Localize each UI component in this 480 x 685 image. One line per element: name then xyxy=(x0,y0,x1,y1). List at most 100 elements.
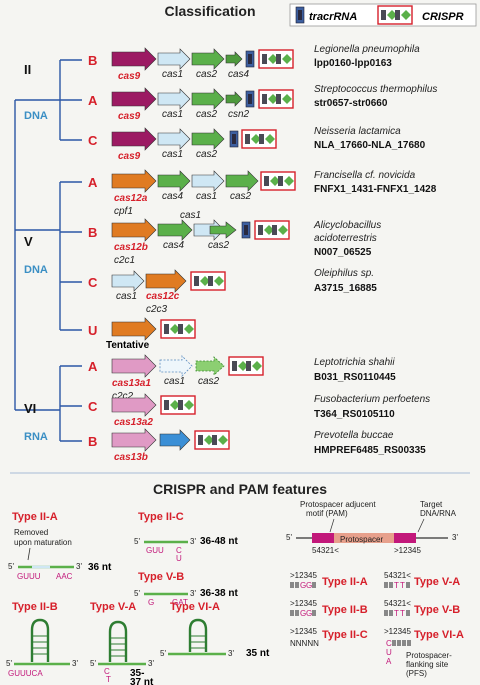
organism-name: Oleiphilus sp. xyxy=(314,268,374,279)
effector-label: cas13a1 xyxy=(112,378,151,389)
effector-label: cas9 xyxy=(118,151,141,162)
gene-label: cas2 xyxy=(196,109,218,120)
gene-label: cas1 xyxy=(116,291,137,302)
organism-name: Neisseria lactamica xyxy=(314,126,401,137)
subtype-vi-b: B xyxy=(88,434,97,449)
pam-type: Type VI-A xyxy=(414,629,464,641)
seq-u: U xyxy=(176,554,182,563)
three-prime: 3' xyxy=(190,589,196,598)
alt-name: c2c3 xyxy=(146,304,168,315)
target-label: DNA/RNA xyxy=(420,509,457,518)
class-ii-molecule: DNA xyxy=(24,110,48,122)
five-prime: 5' xyxy=(6,659,12,668)
three-prime: 3' xyxy=(452,533,458,542)
length: 36-38 nt xyxy=(200,588,238,599)
pfs-note: (PFS) xyxy=(406,669,427,678)
pam-left-nums: 54321< xyxy=(312,546,339,555)
subtype-v-b: B xyxy=(88,225,97,240)
effector-label: cas13a2 xyxy=(114,417,153,428)
five-prime: 5' xyxy=(134,537,140,546)
locus-id: B031_RS0110445 xyxy=(314,372,396,383)
gene-label: cas1 xyxy=(196,191,217,202)
tentative-note: Tentative xyxy=(106,340,150,351)
locus-ii-c: cas9 cas1 cas2 Neisseria lactamica NLA_1… xyxy=(111,126,426,162)
seq-c: C xyxy=(104,667,110,676)
locus-id: HMPREF6485_RS00335 xyxy=(314,445,426,456)
locus-vi-c: cas13a2 Fusobacterium perfoetens T364_RS… xyxy=(111,393,430,428)
locus-id: A3715_16885 xyxy=(314,283,377,294)
five-prime: 5' xyxy=(160,649,166,658)
five-prime: 5' xyxy=(286,533,292,542)
pfs-note: flanking site xyxy=(406,660,449,669)
organism-name: Leptotrichia shahii xyxy=(314,357,395,368)
subtype-ii-b: B xyxy=(88,53,97,68)
gene-label: cas2 xyxy=(196,69,218,80)
pfs-c: C xyxy=(386,639,392,648)
effector-label: cas12a xyxy=(114,193,148,204)
feature-type-vi-a: Type VI-A 5' 3' 35 nt xyxy=(160,601,270,659)
gene-label: cas4 xyxy=(163,240,185,251)
feature-note: Removed xyxy=(14,528,48,537)
pam-nums: >12345 xyxy=(290,571,317,580)
alt-name: cpf1 xyxy=(114,206,133,217)
organism-name: Alicyclobacillus xyxy=(313,220,381,231)
gene-label: cas4 xyxy=(228,69,250,80)
pam-nums: 54321< xyxy=(384,571,411,580)
locus-id: str0657-str0660 xyxy=(314,98,388,109)
length: 35 nt xyxy=(246,648,270,659)
feature-note: upon maturation xyxy=(14,538,72,547)
length: 36 nt xyxy=(88,562,112,573)
pam-boxes xyxy=(392,640,411,646)
classification-title: Classification xyxy=(164,3,255,19)
subtype-vi-a: A xyxy=(88,359,98,374)
pam-type: Type V-B xyxy=(414,604,460,616)
locus-ii-b: cas9 cas1 cas2 cas4 Legionella pneumophi… xyxy=(111,44,420,82)
pfs-u: U xyxy=(386,648,392,657)
alt-name: c2c2 xyxy=(112,391,134,402)
svg-text:G: G xyxy=(300,581,306,590)
svg-text:T: T xyxy=(394,581,399,590)
pam-nums: >12345 xyxy=(290,599,317,608)
gene-label: cas2 xyxy=(198,376,220,387)
gene-label: cas1 xyxy=(162,149,183,160)
locus-id: lpp0160-lpp0163 xyxy=(314,58,392,69)
seq-right: GAT xyxy=(172,598,188,607)
feature-label: Type V-B xyxy=(138,571,184,583)
locus-v-c: cas1 cas12c c2c3 Oleiphilus sp. A3715_16… xyxy=(111,268,377,315)
alt-name: c2c1 xyxy=(114,255,135,266)
gene-label: cas2 xyxy=(230,191,252,202)
svg-text:T: T xyxy=(400,581,405,590)
organism-name: Streptococcus thermophilus xyxy=(314,84,437,95)
subtype-ii-c: C xyxy=(88,133,98,148)
class-v-molecule: DNA xyxy=(24,264,48,276)
locus-id: NLA_17660-NLA_17680 xyxy=(314,140,426,151)
locus-id: FNFX1_1431-FNFX1_1428 xyxy=(314,184,437,195)
subtype-vi-c: C xyxy=(88,399,98,414)
pfs-note: Protospacer- xyxy=(406,651,452,660)
locus-id: T364_RS0105110 xyxy=(314,409,395,420)
subtype-v-u: U xyxy=(88,323,97,338)
locus-ii-a: cas9 cas1 cas2 csn2 Streptococcus thermo… xyxy=(111,84,437,122)
pam-type: Type II-B xyxy=(322,604,368,616)
legend-crispr-label: CRISPR xyxy=(422,11,464,23)
effector-label: cas12b xyxy=(114,242,148,253)
organism-name: Prevotella buccae xyxy=(314,430,394,441)
class-ii-label: II xyxy=(24,62,31,77)
legend: tracrRNA CRISPR xyxy=(289,3,477,27)
gene-label: cas1 xyxy=(162,109,183,120)
locus-id: N007_06525 xyxy=(314,247,372,258)
pfs-a: A xyxy=(386,657,392,666)
three-prime: 3' xyxy=(228,649,234,658)
tree-lines xyxy=(14,59,82,442)
subtype-v-c: C xyxy=(88,275,98,290)
svg-text:G: G xyxy=(306,581,312,590)
organism-name: Fusobacterium perfoetens xyxy=(314,394,430,405)
subtype-v-a: A xyxy=(88,175,98,190)
feature-type-ii-b: Type II-B 5' 3' GUUUCA xyxy=(6,601,78,678)
three-prime: 3' xyxy=(148,659,154,668)
pam-row-3: >12345 NNNNN Type II-C >12345 C U A Type… xyxy=(290,627,464,678)
